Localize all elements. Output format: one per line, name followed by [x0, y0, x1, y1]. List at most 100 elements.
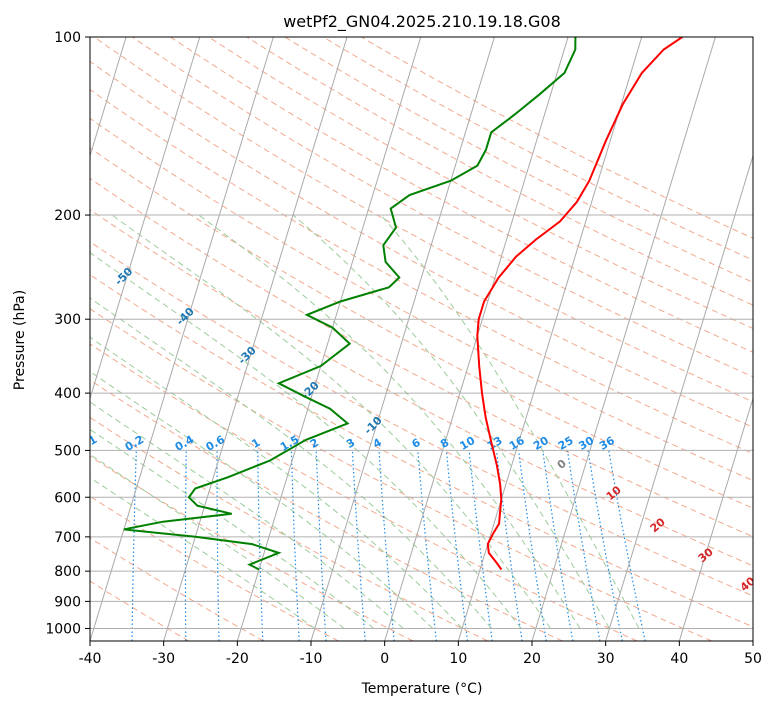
dry-adiabat-line	[322, 37, 753, 261]
dry-adiabat-label: 40	[738, 574, 758, 594]
dry-adiabat-line	[90, 495, 339, 641]
mixing-ratio-line	[184, 450, 187, 641]
dry-adiabat-line	[90, 455, 414, 641]
y-tick-label: 700	[54, 530, 81, 546]
dry-adiabat-line	[361, 37, 753, 239]
y-axis-ticks: 100 200 300 400 500 600 700 800 900 1000	[45, 30, 90, 637]
dry-adiabat-line	[90, 177, 753, 538]
mixing-ratio-line	[468, 450, 493, 641]
dry-adiabat-line	[90, 147, 753, 509]
dry-adiabat-line	[170, 37, 753, 353]
moist-adiabat-line	[90, 370, 434, 629]
mixing-ratio-line	[566, 450, 601, 641]
dry-adiabat-line	[90, 343, 638, 641]
x-tick-label: -30	[152, 651, 175, 667]
y-tick-label: 400	[54, 386, 81, 402]
y-tick-label: 200	[54, 208, 81, 224]
x-axis-ticks: -40 -30 -20 -10 0 10 20 30 40 50	[79, 641, 762, 667]
isotherm-line	[531, 37, 716, 641]
dry-adiabat-line	[90, 209, 753, 567]
mixing-ratio-line	[290, 450, 300, 641]
mixing-ratio-line	[608, 450, 646, 641]
dry-adiabat-line	[90, 117, 753, 482]
background-lines	[82, 37, 753, 641]
isoline-labels: 0.10.20.40.611.52346810131620253036-100-…	[0, 181, 758, 595]
isotherm-line	[90, 37, 201, 401]
y-tick-label: 800	[54, 564, 81, 580]
x-tick-label: -20	[226, 651, 249, 667]
isotherm-label: -60	[51, 224, 74, 247]
dry-adiabat-label: 0	[555, 457, 569, 472]
y-tick-label: 900	[54, 594, 81, 610]
dry-adiabat-line	[90, 537, 264, 641]
grid-lines	[90, 37, 753, 641]
isotherm-label: -40	[174, 305, 197, 328]
mixing-ratio-line	[518, 450, 547, 641]
mixing-ratio-line	[378, 450, 395, 641]
mixing-ratio-line	[315, 450, 327, 641]
mixing-ratio-line	[542, 450, 574, 641]
dry-adiabat-line	[90, 241, 753, 597]
isotherm-line	[752, 639, 753, 641]
mixing-ratio-line	[587, 450, 623, 641]
temperature-profile-line	[476, 37, 683, 571]
isotherm-line	[236, 37, 422, 641]
y-axis-label: Pressure (hPa)	[12, 290, 28, 390]
y-tick-label: 500	[54, 443, 81, 459]
x-axis-label: Temperature (°C)	[361, 681, 483, 697]
plot-frame	[89, 36, 754, 642]
isotherm-line	[457, 37, 643, 641]
mixing-ratio-line	[445, 450, 469, 641]
mixing-ratio-line	[82, 450, 90, 641]
moist-adiabat-line	[380, 214, 640, 629]
y-tick-label: 600	[54, 490, 81, 506]
dry-adiabat-line	[132, 37, 753, 378]
x-tick-label: 10	[449, 651, 467, 667]
dry-adiabat-line	[208, 37, 753, 330]
isotherm-line	[163, 37, 348, 641]
dry-adiabat-line	[90, 274, 753, 628]
dry-adiabat-label: 10	[604, 483, 624, 503]
moist-adiabat-line	[198, 214, 581, 629]
mixing-ratio-line	[216, 450, 220, 641]
isotherm-line	[605, 154, 753, 641]
x-tick-label: -10	[300, 651, 323, 667]
isotherm-line	[310, 37, 495, 641]
sounding-lines	[123, 37, 683, 571]
isotherm-line	[90, 37, 127, 158]
y-tick-label: 100	[54, 30, 81, 46]
isotherm-line	[678, 396, 753, 641]
y-tick-label: 1000	[45, 621, 81, 637]
dry-adiabat-line	[90, 60, 753, 428]
isotherm-label: -10	[362, 414, 385, 437]
dry-adiabat-label: 20	[648, 515, 668, 535]
mixing-ratio-line	[131, 450, 137, 641]
x-tick-label: 30	[597, 651, 615, 667]
x-tick-label: 0	[380, 651, 389, 667]
isotherm-label: -30	[236, 344, 259, 367]
mixing-ratio-label: 4	[371, 436, 384, 451]
isotherm-label: -70	[0, 181, 14, 204]
dry-adiabat-line	[90, 580, 190, 641]
dry-adiabat-line	[284, 37, 753, 283]
y-tick-label: 300	[54, 312, 81, 328]
mixing-ratio-label: 0.1	[76, 433, 99, 454]
x-tick-label: 50	[744, 651, 762, 667]
mixing-ratio-label: 6	[410, 436, 423, 451]
dry-adiabat-line	[93, 37, 753, 403]
x-tick-label: 20	[523, 651, 541, 667]
dry-adiabat-line	[90, 89, 753, 455]
isotherm-line	[384, 37, 569, 641]
mixing-ratio-label: 1	[249, 436, 262, 451]
x-tick-label: -40	[79, 651, 102, 667]
dry-adiabat-line	[246, 37, 753, 306]
dewpoint-profile-line	[123, 37, 577, 571]
chart-title: wetPf2_GN04.2025.210.19.18.G08	[283, 12, 561, 32]
dry-adiabat-line	[90, 308, 712, 641]
isotherm-line	[90, 37, 274, 641]
isotherm-label: -50	[112, 265, 135, 288]
x-tick-label: 40	[670, 651, 688, 667]
dry-adiabat-line	[90, 379, 563, 641]
